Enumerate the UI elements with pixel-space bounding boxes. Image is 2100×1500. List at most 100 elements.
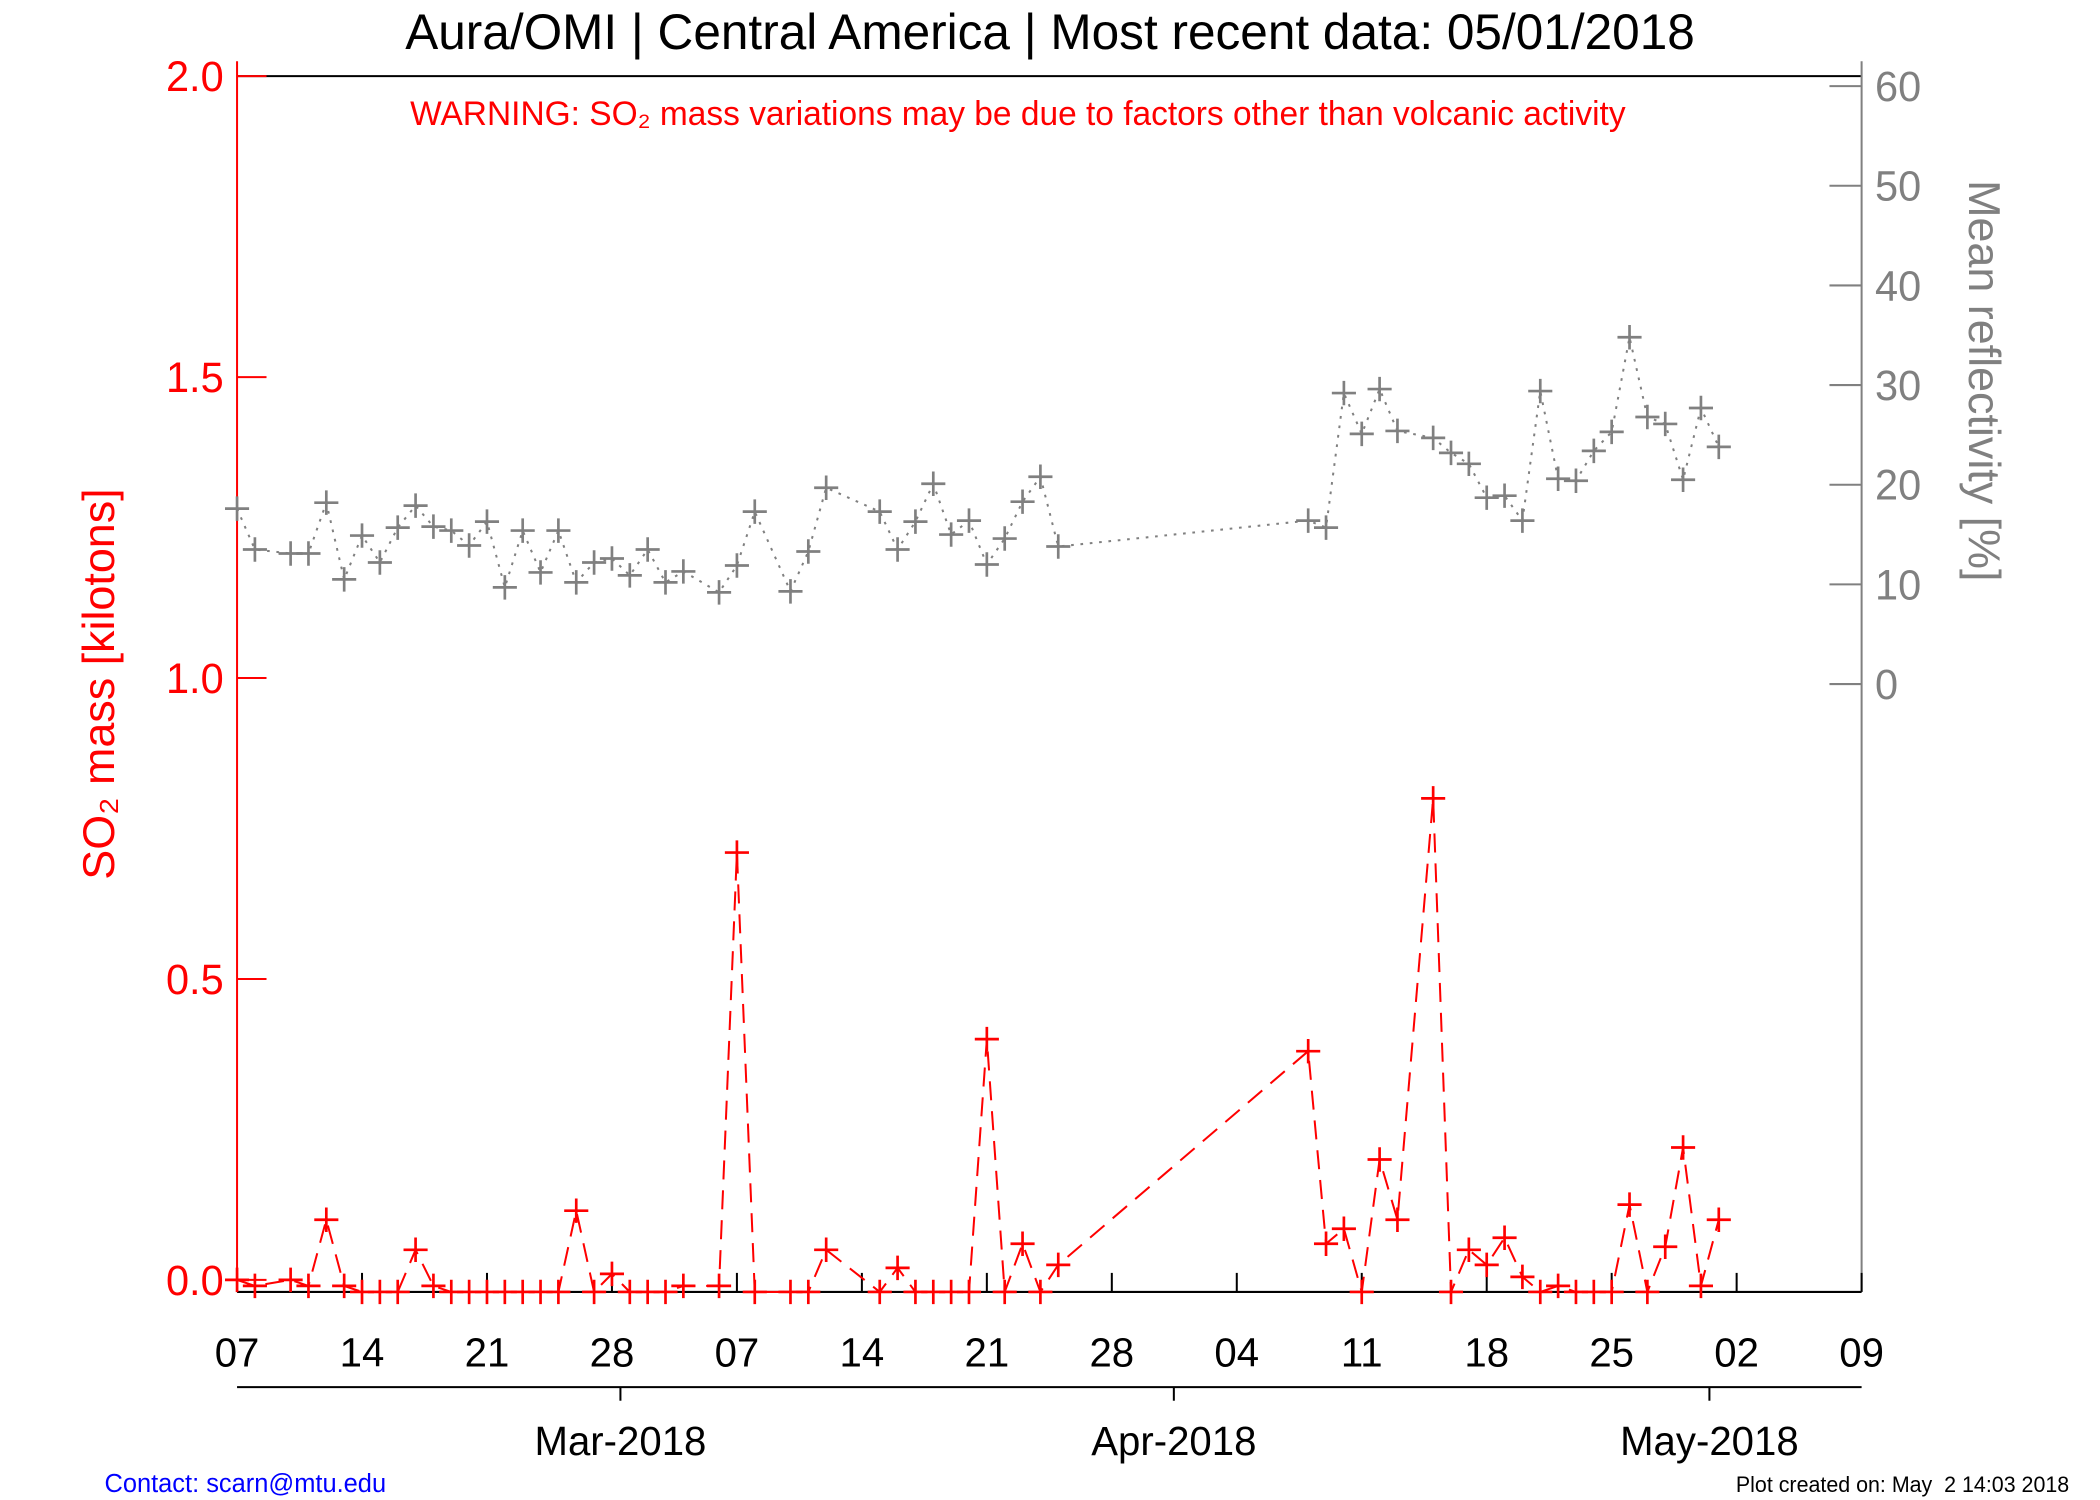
- point-marker: [796, 539, 821, 564]
- point-marker: [1010, 1231, 1035, 1257]
- point-marker: [546, 1279, 571, 1305]
- point-marker: [296, 541, 321, 566]
- point-marker: [332, 567, 357, 592]
- point-marker: [724, 553, 749, 578]
- point-marker: [1313, 1231, 1339, 1257]
- point-marker: [1331, 1216, 1356, 1241]
- y2-tick-label: 20: [1875, 461, 1921, 508]
- point-marker: [278, 1267, 303, 1293]
- point-marker: [1617, 325, 1642, 350]
- point-marker: [1635, 404, 1660, 430]
- x-tick-label: 11: [1341, 1329, 1383, 1375]
- point-marker: [1546, 466, 1571, 491]
- x-tick-label: 02: [1714, 1329, 1759, 1375]
- point-marker: [617, 563, 642, 588]
- y-tick-label: 1.5: [166, 354, 224, 401]
- point-marker: [1456, 451, 1481, 477]
- point-marker: [385, 1279, 410, 1305]
- y-axis-label: SO₂ mass [kilotons]: [75, 488, 124, 879]
- y-tick-label: 0.5: [166, 956, 224, 1003]
- point-marker: [1510, 508, 1535, 533]
- created-note: Plot created on: May 2 14:03 2018: [1736, 1472, 2069, 1497]
- point-marker: [314, 490, 339, 515]
- point-marker: [1599, 419, 1624, 445]
- point-marker: [1563, 468, 1589, 493]
- x-tick-label: 07: [215, 1329, 260, 1375]
- point-marker: [1438, 1279, 1464, 1305]
- point-marker: [1474, 485, 1499, 510]
- point-marker: [707, 580, 732, 605]
- point-marker: [546, 518, 571, 543]
- series-line: [236, 798, 1720, 1296]
- point-marker: [1653, 411, 1678, 437]
- point-marker: [332, 1273, 357, 1299]
- point-marker: [707, 1273, 732, 1299]
- point-marker: [1046, 534, 1071, 559]
- point-marker: [1706, 1207, 1731, 1232]
- point-marker: [1010, 489, 1035, 514]
- y2-tick-label: 30: [1875, 362, 1921, 409]
- point-marker: [867, 1279, 892, 1305]
- point-marker: [582, 550, 607, 575]
- point-marker: [653, 570, 678, 595]
- x-tick-label: 09: [1839, 1329, 1884, 1375]
- point-marker: [1421, 425, 1446, 451]
- point-marker: [653, 1279, 678, 1305]
- point-marker: [1028, 1279, 1053, 1305]
- point-marker: [796, 1279, 821, 1305]
- point-marker: [635, 537, 660, 562]
- point-marker: [528, 560, 553, 585]
- point-marker: [582, 1279, 607, 1305]
- series-line: [236, 337, 1720, 594]
- point-marker: [921, 471, 946, 496]
- x-tick-label: 18: [1464, 1329, 1509, 1375]
- y2-tick-label: 0: [1875, 661, 1898, 708]
- x-tick-label: 14: [840, 1329, 885, 1375]
- point-marker: [778, 579, 803, 604]
- x2-tick-label: May-2018: [1620, 1418, 1799, 1464]
- point-marker: [1492, 1225, 1517, 1251]
- point-marker: [564, 1198, 589, 1223]
- point-marker: [956, 508, 982, 533]
- point-marker: [1385, 1207, 1410, 1232]
- point-marker: [599, 1261, 625, 1287]
- y-tick-label: 2.0: [166, 53, 224, 100]
- y-tick-label: 1.0: [166, 655, 224, 702]
- point-marker: [564, 570, 589, 595]
- point-marker: [1635, 1279, 1660, 1305]
- point-marker: [903, 509, 928, 534]
- y2-tick-label: 50: [1875, 162, 1921, 209]
- point-marker: [814, 1237, 839, 1263]
- x-tick-label: 14: [340, 1329, 385, 1375]
- point-marker: [1046, 1252, 1071, 1278]
- point-marker: [1438, 440, 1464, 466]
- point-marker: [314, 1207, 339, 1232]
- point-marker: [367, 550, 392, 575]
- point-marker: [1028, 464, 1053, 490]
- point-marker: [439, 518, 464, 543]
- point-marker: [671, 559, 696, 584]
- point-marker: [421, 514, 446, 539]
- contact: Contact: scarn@mtu.edu: [104, 1470, 386, 1498]
- point-marker: [1599, 1279, 1624, 1305]
- x-tick-label: 28: [1089, 1329, 1134, 1375]
- point-marker: [492, 575, 517, 600]
- point-marker: [974, 1026, 999, 1052]
- chart-title: Aura/OMI | Central America | Most recent…: [405, 4, 1695, 60]
- point-marker: [1671, 1135, 1696, 1160]
- point-marker: [885, 1255, 910, 1281]
- point-marker: [1688, 395, 1713, 421]
- point-marker: [224, 496, 250, 521]
- point-marker: [1581, 438, 1606, 464]
- point-marker: [992, 526, 1017, 551]
- y2-tick-label: 10: [1875, 561, 1921, 608]
- point-marker: [867, 499, 892, 524]
- point-marker: [510, 518, 535, 543]
- point-marker: [956, 1279, 982, 1305]
- point-marker: [1385, 418, 1410, 444]
- y2-tick-label: 40: [1875, 262, 1921, 309]
- x-tick-label: 04: [1214, 1329, 1259, 1375]
- point-marker: [403, 1237, 428, 1263]
- point-marker: [1349, 1279, 1374, 1305]
